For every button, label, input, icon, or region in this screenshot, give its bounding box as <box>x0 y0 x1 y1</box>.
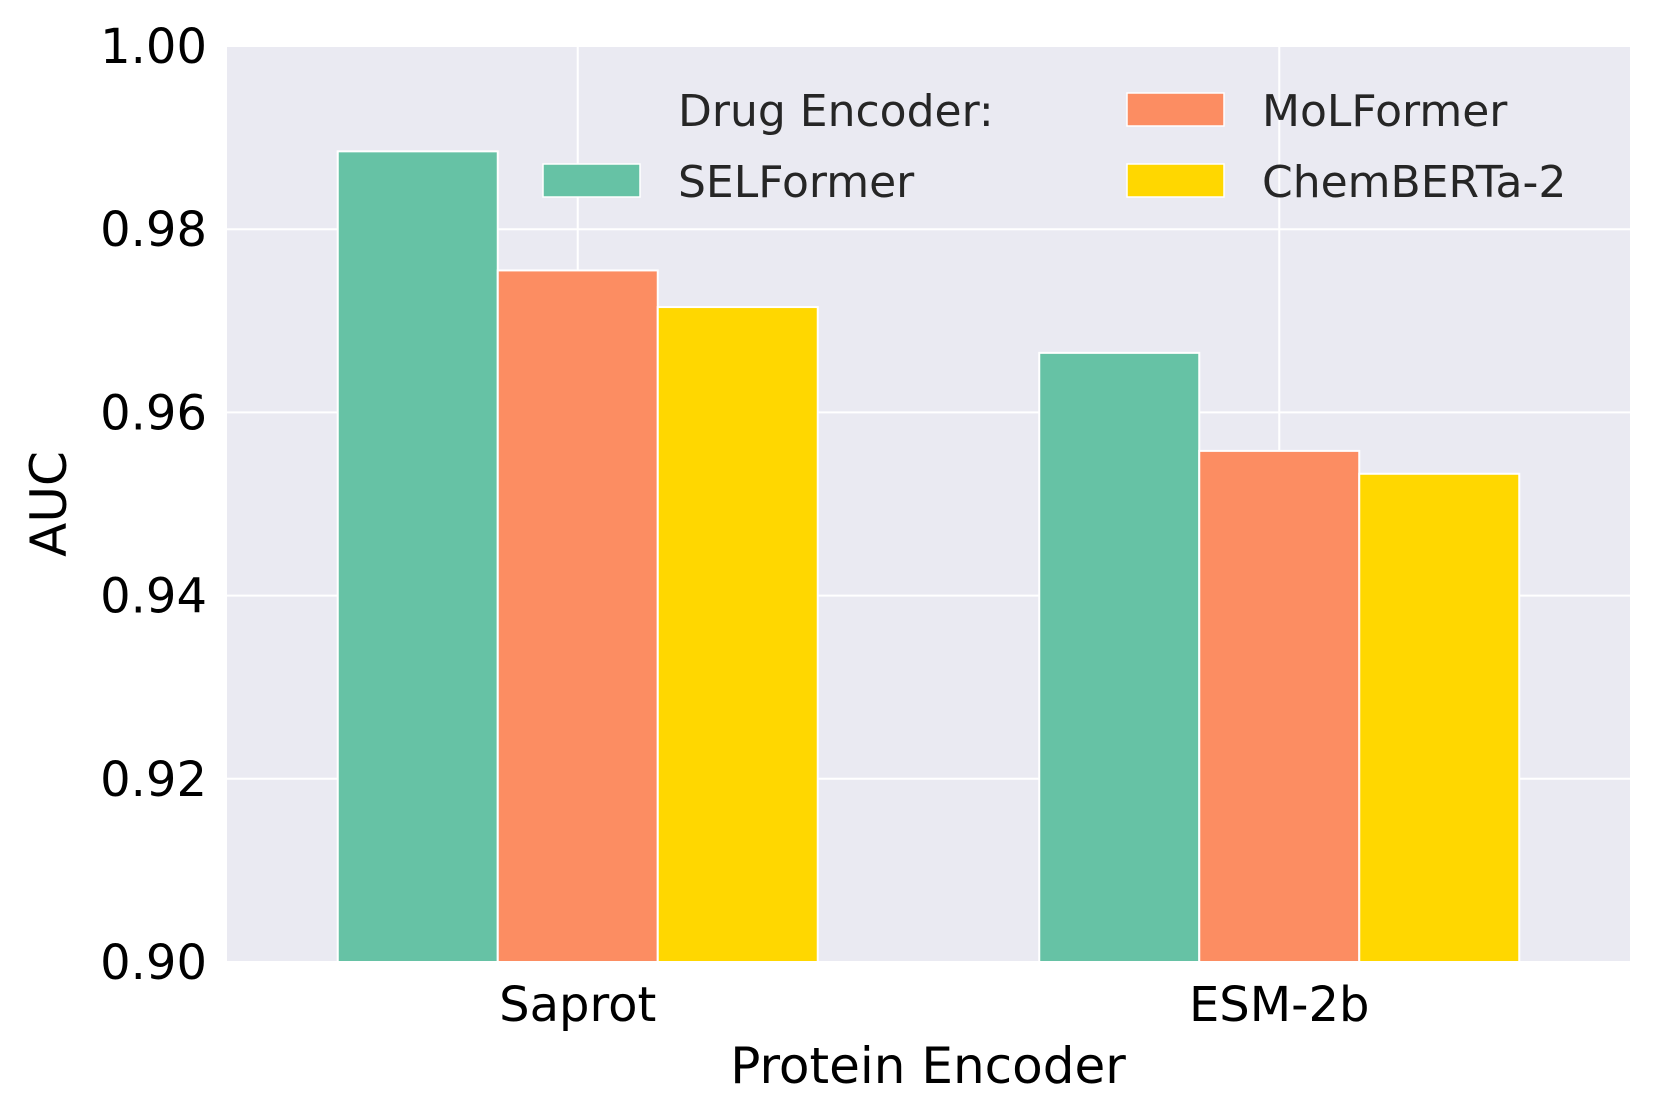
bar-selformer-saprot <box>336 150 499 963</box>
x-axis-ticks: Saprot ESM-2b <box>499 977 1369 1033</box>
x-tick-label: Saprot <box>499 977 656 1033</box>
legend-label-molformer: MoLFormer <box>1262 86 1508 137</box>
bar-selformer-esm-2b <box>1038 351 1201 963</box>
bar-chemberta-2-esm-2b <box>1358 472 1521 963</box>
legend-label-selformer: SELFormer <box>678 157 915 208</box>
x-tick-label: ESM-2b <box>1189 977 1370 1033</box>
bars <box>336 150 1521 964</box>
legend-label-chemberta-2: ChemBERTa-2 <box>1262 157 1566 208</box>
y-axis-ticks: 0.90 0.92 0.94 0.96 0.98 1.00 <box>100 19 207 991</box>
bar-molformer-esm-2b <box>1198 449 1361 963</box>
y-tick-label: 0.92 <box>100 752 207 808</box>
y-tick-label: 0.94 <box>100 569 207 625</box>
legend-title: Drug Encoder: <box>678 86 994 137</box>
y-tick-label: 0.96 <box>100 385 207 441</box>
y-tick-label: 0.90 <box>100 935 207 991</box>
y-tick-label: 1.00 <box>100 19 207 75</box>
legend-swatch-molformer <box>1126 92 1225 127</box>
bar-chemberta-2-saprot <box>656 306 819 963</box>
legend: Drug Encoder: SELFormer MoLFormer ChemBERT… <box>542 86 1566 208</box>
legend-swatch-chemberta-2 <box>1126 163 1225 198</box>
y-axis-label: AUC <box>20 451 78 557</box>
x-axis-label: Protein Encoder <box>730 1037 1126 1095</box>
bar-molformer-saprot <box>496 269 659 964</box>
y-tick-label: 0.98 <box>100 202 207 258</box>
legend-swatch-selformer <box>542 163 641 198</box>
